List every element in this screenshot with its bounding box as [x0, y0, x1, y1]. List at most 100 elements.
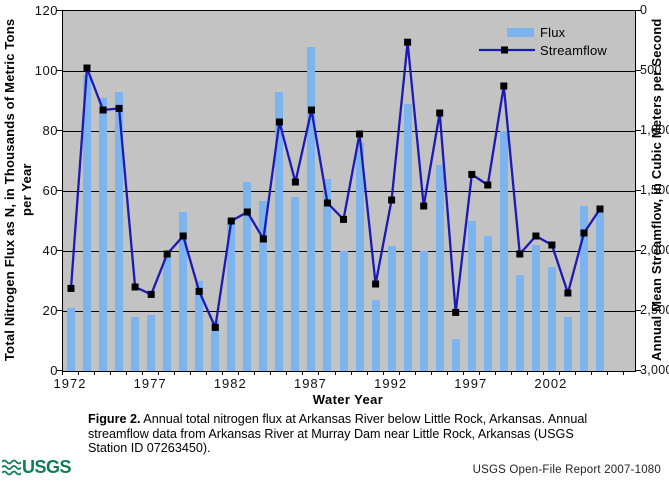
streamflow-marker	[532, 232, 540, 240]
left-axis-tick-label: 80	[42, 123, 58, 138]
left-axis-tick-label: 0	[50, 363, 58, 378]
x-axis-tick	[206, 371, 207, 375]
x-axis-tick	[254, 371, 255, 375]
caption-line-2: streamflow data from Arkansas River at M…	[88, 426, 574, 441]
streamflow-swatch-column	[478, 45, 536, 55]
x-axis-tick	[222, 371, 223, 375]
streamflow-marker	[259, 235, 267, 243]
right-axis-tick-label: 1,000	[640, 123, 669, 137]
report-number: USGS Open-File Report 2007-1080	[472, 464, 661, 476]
x-axis-tick	[110, 371, 111, 375]
flux-bar	[404, 104, 412, 371]
right-axis-tick	[636, 190, 641, 191]
x-axis-tick	[527, 371, 528, 375]
flux-bar	[195, 281, 203, 371]
streamflow-marker	[580, 229, 588, 237]
flux-bar	[468, 221, 476, 371]
x-axis-tick	[158, 371, 159, 375]
x-axis-tick-label: 2002	[534, 376, 568, 391]
figure-caption: Figure 2. Annual total nitrogen flux at …	[88, 412, 648, 456]
streamflow-marker	[452, 308, 460, 316]
x-axis-tick	[415, 371, 416, 375]
x-axis-tick	[270, 371, 271, 375]
flux-bar	[532, 245, 540, 371]
streamflow-marker	[67, 284, 75, 292]
flux-bar	[131, 317, 139, 371]
x-axis-tick	[431, 371, 432, 375]
right-axis-tick-label: 2,500	[640, 303, 669, 317]
streamflow-marker	[404, 38, 412, 46]
flux-bar	[436, 165, 444, 371]
flux-swatch-column	[478, 27, 536, 37]
right-axis-tick	[636, 310, 641, 311]
streamflow-line-layer	[67, 38, 604, 332]
flux-bar	[211, 321, 219, 371]
x-axis-tick	[174, 371, 175, 375]
streamflow-marker	[163, 250, 171, 258]
streamflow-marker	[227, 217, 235, 225]
x-axis-tick	[367, 371, 368, 375]
flux-bar	[227, 218, 235, 371]
streamflow-marker	[131, 283, 139, 291]
streamflow-marker	[147, 290, 155, 298]
flux-bar	[340, 251, 348, 371]
x-axis-tick	[447, 371, 448, 375]
flux-bar	[388, 246, 396, 371]
left-axis-tick-label: 20	[42, 303, 58, 318]
flux-bar	[179, 212, 187, 371]
x-axis-tick	[607, 371, 608, 375]
flux-bar	[452, 339, 460, 371]
streamflow-marker	[420, 202, 428, 210]
left-axis-tick-label: 60	[42, 183, 58, 198]
right-axis-tick-label: 2,000	[640, 243, 669, 257]
plot-area: Flux Streamflow	[62, 10, 636, 372]
left-axis-tick-label: 120	[34, 3, 58, 18]
flux-bar	[67, 308, 75, 371]
caption-line-3: Station ID 07263450).	[88, 441, 211, 456]
right-axis-tick-label: 1,500	[640, 183, 669, 197]
x-axis-tick	[543, 371, 544, 375]
legend-label-flux: Flux	[540, 24, 566, 40]
x-axis-tick	[511, 371, 512, 375]
streamflow-marker	[243, 208, 251, 216]
usgs-logo-text: USGS	[22, 457, 72, 477]
usgs-logo: USGS	[2, 457, 72, 478]
flux-bar	[163, 254, 171, 371]
flux-bar	[564, 317, 572, 371]
x-axis-tick-label: 1977	[133, 376, 167, 391]
x-axis-tick-label: 1987	[293, 376, 327, 391]
x-axis-tick	[591, 371, 592, 375]
gridline	[63, 311, 635, 312]
flux-bar	[259, 201, 267, 371]
legend-label-streamflow: Streamflow	[540, 42, 608, 58]
streamflow-marker	[516, 250, 524, 258]
gridline	[63, 251, 635, 252]
x-axis-tick	[575, 371, 576, 375]
flux-bars-layer	[63, 11, 635, 371]
streamflow-marker	[596, 205, 604, 213]
x-axis-tick	[399, 371, 400, 375]
flux-bar	[356, 143, 364, 371]
streamflow-marker	[436, 109, 444, 117]
flux-bar	[372, 300, 380, 371]
flux-bar	[516, 275, 524, 371]
right-axis-tick-label: 500	[640, 63, 662, 77]
streamflow-marker	[211, 323, 219, 331]
x-axis-tick	[238, 371, 239, 375]
flux-bar	[484, 236, 492, 371]
streamflow-marker	[548, 241, 556, 249]
x-axis-tick	[94, 371, 95, 375]
left-axis-tick	[57, 130, 62, 131]
usgs-waves-icon	[2, 459, 21, 476]
streamflow-marker	[275, 118, 283, 126]
streamflow-marker	[500, 82, 508, 90]
streamflow-marker	[388, 196, 396, 204]
flux-bar	[420, 251, 428, 371]
streamflow-line	[69, 42, 601, 332]
legend-row-streamflow: Streamflow	[478, 41, 607, 59]
right-axis-tick	[636, 130, 641, 131]
legend-row-flux: Flux	[478, 23, 607, 41]
streamflow-marker	[195, 287, 203, 295]
gridline	[63, 71, 635, 72]
